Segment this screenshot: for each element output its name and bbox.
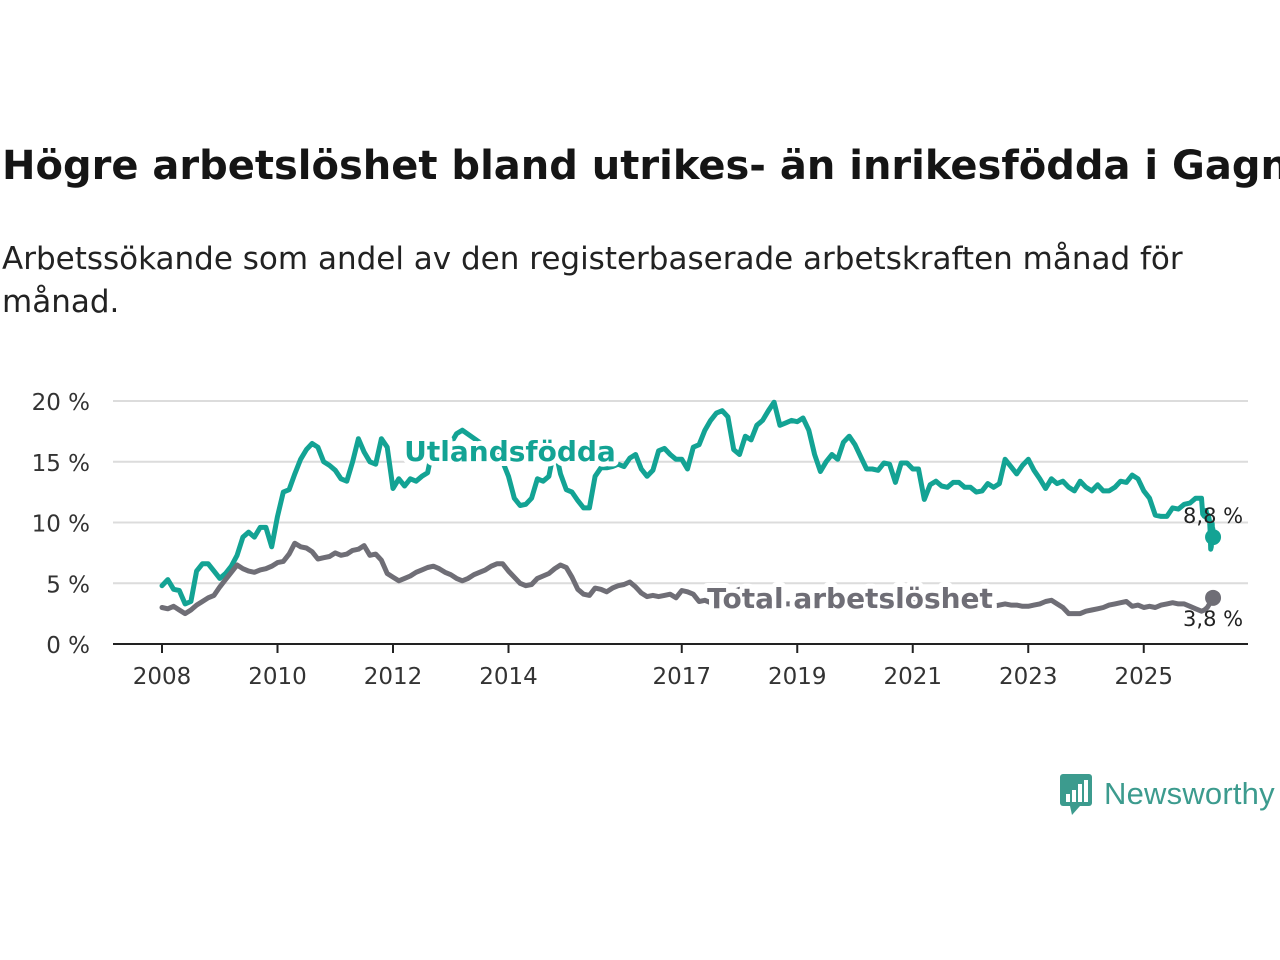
y-tick-label: 0 % — [46, 633, 90, 659]
series-lines — [159, 399, 1222, 617]
series-name-total: Total arbetslöshet — [707, 582, 993, 615]
series-end-marker — [1205, 589, 1222, 606]
y-tick-label: 20 % — [32, 390, 90, 416]
y-tick-label: 10 % — [32, 512, 90, 538]
y-tick-label: 15 % — [32, 451, 90, 477]
x-tick-label: 2019 — [768, 664, 827, 690]
series-end-value-label: 8,8 % — [1183, 504, 1243, 528]
x-tick-label: 2023 — [999, 664, 1058, 690]
x-tick-label: 2014 — [479, 664, 538, 690]
series-name-halo: Utlandsfödda — [404, 435, 616, 468]
line-chart: 0 %5 %10 %15 %20 % 2008 2010 2012 2014 2017 2… — [32, 390, 1248, 690]
x-tick-label: 2012 — [364, 664, 423, 690]
x-tick-label: 2008 — [133, 664, 192, 690]
x-axis: 2008 2010 2012 2014 2017 2019 2021 2023 2025 — [113, 643, 1248, 690]
series-line-total — [159, 540, 1216, 617]
series-name-halo: Total arbetslöshet — [707, 582, 993, 615]
x-tick-label: 2010 — [248, 664, 307, 690]
series-end-marker — [1205, 529, 1222, 546]
chart-title: Högre arbetslöshet bland utrikes- än inr… — [2, 143, 1280, 189]
x-tick-label: 2025 — [1114, 664, 1173, 690]
y-tick-label: 5 % — [46, 572, 90, 598]
x-tick-label: 2021 — [883, 664, 942, 690]
y-axis: 0 % 5 % 10 % 15 % 20 % — [32, 390, 90, 659]
series-end-value-label: 3,8 % — [1183, 607, 1243, 631]
bar-chart-speech-icon — [1060, 774, 1092, 815]
newsworthy-logo: Newsworthy — [1058, 772, 1275, 816]
x-tick-label: 2017 — [652, 664, 711, 690]
chart-subtitle: Arbetssökande som andel av den registerb… — [2, 241, 1183, 320]
series-labels: 8,8 %3,8 %UtlandsföddaUtlandsföddaTotal … — [399, 430, 1243, 631]
series-line-utlandsfodda — [159, 399, 1216, 607]
brand-name: Newsworthy — [1104, 776, 1275, 811]
series-name-utlandsfodda: Utlandsfödda — [404, 435, 616, 468]
